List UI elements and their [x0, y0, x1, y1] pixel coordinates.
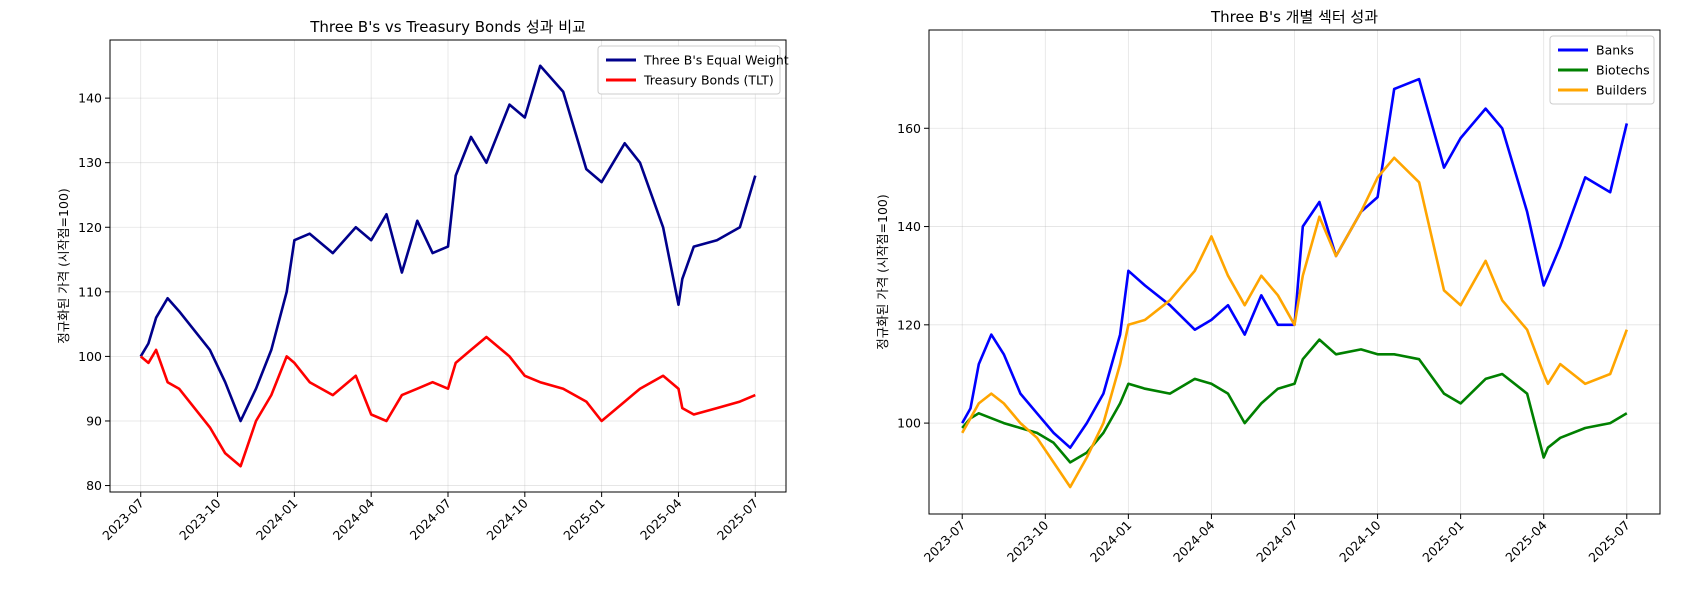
- x-tick-label: 2024-07: [1253, 518, 1301, 566]
- y-tick-label: 90: [86, 413, 102, 428]
- legend: Banks Biotechs Builders: [1550, 36, 1654, 104]
- legend-label-banks: Banks: [1596, 43, 1634, 58]
- chart-title: Three B's vs Treasury Bonds 성과 비교: [309, 18, 586, 36]
- y-tick-label: 110: [78, 284, 102, 299]
- legend: Three B's Equal Weight Treasury Bonds (TL…: [598, 46, 789, 94]
- x-tick-label: 2025-04: [637, 495, 685, 543]
- y-tick-label: 80: [86, 478, 102, 493]
- x-tick-label: 2025-01: [1419, 518, 1467, 566]
- y-tick-label: 120: [78, 220, 102, 235]
- legend-label-biotechs: Biotechs: [1596, 63, 1650, 78]
- x-tick-label: 2024-01: [1087, 518, 1135, 566]
- x-tick-label: 2024-01: [253, 496, 301, 544]
- chart-canvas: 2023-07 2023-10 2024-01 2024-04 2024-07 2024-…: [0, 0, 1700, 608]
- y-tick-label: 100: [78, 349, 102, 364]
- x-tick-label: 2025-07: [714, 496, 762, 544]
- chart-title: Three B's 개별 섹터 성과: [1210, 8, 1378, 26]
- x-tick-label: 2024-04: [1170, 517, 1218, 565]
- x-tick-label: 2024-10: [1336, 517, 1384, 565]
- y-tick-label: 140: [897, 219, 921, 234]
- chart-three-bs-vs-treasury: 2023-07 2023-10 2024-01 2024-04 2024-07 2024-…: [56, 18, 789, 543]
- x-tick-label: 2025-01: [560, 496, 608, 544]
- x-tick-label: 2024-10: [483, 495, 531, 543]
- y-tick-label: 140: [78, 91, 102, 106]
- y-axis-label: 정규화된 가격 (시작점=100): [875, 194, 890, 350]
- y-tick-label: 160: [897, 121, 921, 136]
- legend-label-treasury-bonds-tlt: Treasury Bonds (TLT): [643, 73, 774, 88]
- legend-label-three-b-s-equal-weight: Three B's Equal Weight: [643, 53, 789, 68]
- y-tick-label: 120: [897, 317, 921, 332]
- legend-label-builders: Builders: [1596, 83, 1647, 98]
- x-tick-label: 2023-07: [99, 496, 147, 544]
- y-tick-label: 100: [897, 416, 921, 431]
- x-tick-label: 2023-07: [921, 518, 969, 566]
- y-axis-label: 정규화된 가격 (시작점=100): [56, 188, 71, 344]
- x-tick-label: 2023-10: [1004, 517, 1052, 565]
- y-tick-label: 130: [78, 155, 102, 170]
- x-tick-label: 2024-04: [330, 495, 378, 543]
- x-tick-label: 2024-07: [407, 496, 455, 544]
- x-tick-label: 2025-04: [1502, 517, 1550, 565]
- x-tick-label: 2023-10: [176, 495, 224, 543]
- x-tick-label: 2025-07: [1585, 518, 1633, 566]
- chart-three-bs-sectors: 2023-07 2023-10 2024-01 2024-04 2024-07 2024-…: [875, 8, 1660, 565]
